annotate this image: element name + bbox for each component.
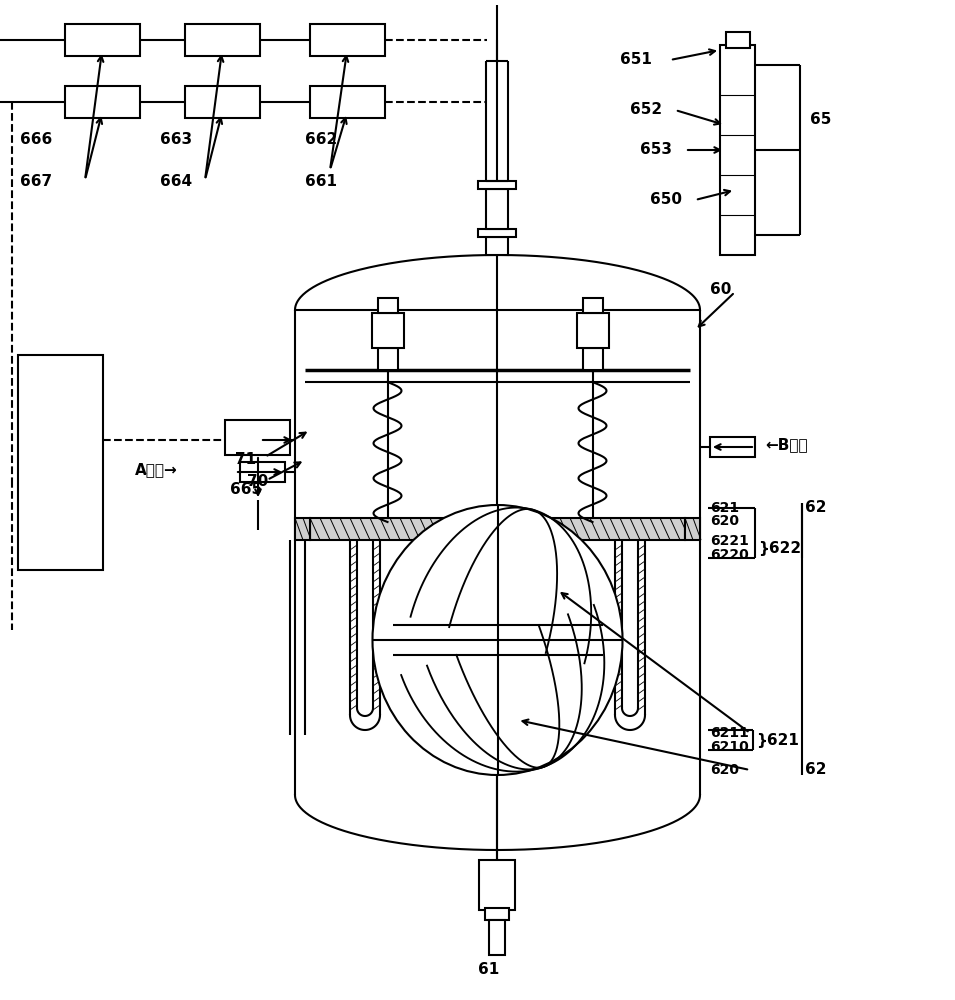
Text: 6221: 6221 [710,534,749,548]
Text: 664: 664 [160,174,192,190]
Bar [485,908,509,920]
Bar [720,45,755,255]
Bar [478,181,516,189]
Text: 661: 661 [305,174,337,190]
Ellipse shape [372,505,623,775]
Text: 62: 62 [805,500,826,516]
Bar [65,86,140,118]
Bar [478,229,516,237]
Bar [377,298,397,313]
Bar [583,298,603,313]
Bar [225,420,290,455]
Text: 653: 653 [640,142,672,157]
Text: 662: 662 [305,132,337,147]
Bar [486,237,508,255]
Text: 667: 667 [20,174,53,190]
Text: 652: 652 [630,103,662,117]
Bar [310,24,385,56]
Bar [710,437,755,457]
Text: ←B组份: ←B组份 [765,438,808,452]
Bar [185,86,260,118]
Bar [486,189,508,229]
Text: 71: 71 [235,452,256,468]
Text: 6210: 6210 [710,740,749,754]
Bar [577,313,608,348]
Bar [726,32,750,48]
Text: 620: 620 [710,514,739,528]
Bar [65,24,140,56]
Text: 6211: 6211 [710,726,749,740]
Text: 665: 665 [230,483,262,497]
Text: 62: 62 [805,762,826,778]
Bar [295,518,310,540]
Text: 651: 651 [620,52,652,68]
Bar [310,518,685,540]
Bar [583,348,603,370]
Text: A组份→: A组份→ [135,462,178,478]
Text: }622: }622 [758,540,801,556]
Text: 650: 650 [650,192,682,208]
Bar [240,462,285,482]
Bar [185,24,260,56]
Text: 620: 620 [710,763,739,777]
Text: 61: 61 [478,962,499,978]
Bar [489,920,505,955]
Bar [18,355,103,570]
Text: 70: 70 [247,475,268,489]
Text: 621: 621 [710,501,739,515]
Text: 65: 65 [810,112,832,127]
Text: 6220: 6220 [710,548,749,562]
Text: }621: }621 [756,732,799,748]
Bar [377,348,397,370]
Bar [310,86,385,118]
Text: 663: 663 [160,132,192,147]
Text: 60: 60 [710,282,732,298]
Text: 666: 666 [20,132,53,147]
Bar [479,860,515,910]
Bar [685,518,700,540]
Bar [371,313,404,348]
